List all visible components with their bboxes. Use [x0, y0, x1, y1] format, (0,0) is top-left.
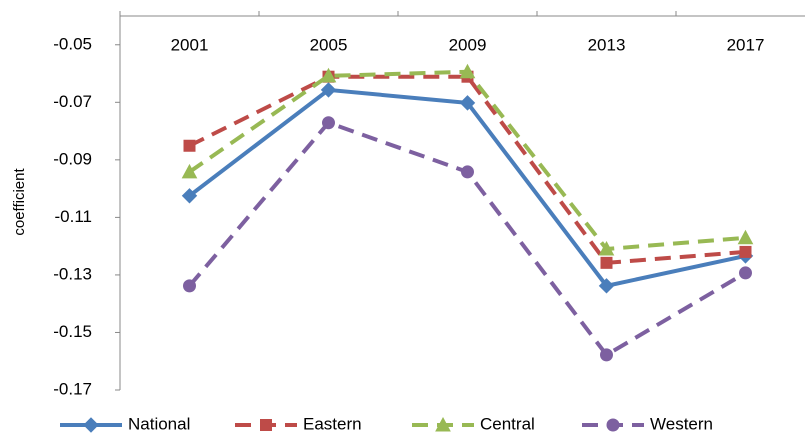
- x-tick-label: 2017: [727, 35, 765, 54]
- data-point: [737, 229, 754, 245]
- x-tick-label: 2001: [171, 35, 209, 54]
- data-point: [459, 95, 476, 111]
- legend-marker: [606, 418, 620, 432]
- series-line: [188, 74, 746, 265]
- data-point: [600, 256, 613, 269]
- data-point: [600, 348, 613, 362]
- data-point: [739, 266, 752, 280]
- data-point: [320, 67, 337, 83]
- data-point: [739, 245, 752, 258]
- data-point: [181, 163, 198, 179]
- y-tick-label: -0.17: [53, 379, 92, 398]
- data-point: [322, 116, 335, 130]
- x-tick-label: 2009: [449, 35, 487, 54]
- y-tick-label: -0.05: [53, 34, 92, 53]
- data-point: [461, 165, 474, 179]
- data-point: [459, 63, 476, 79]
- data-point: [320, 82, 337, 98]
- data-point: [183, 139, 196, 152]
- legend-label: Central: [480, 414, 535, 433]
- data-point: [183, 279, 196, 293]
- data-point: [598, 240, 615, 256]
- data-point: [181, 188, 198, 204]
- legend-label: Western: [650, 414, 713, 433]
- y-tick-label: -0.07: [53, 92, 92, 111]
- x-tick-label: 2005: [310, 35, 348, 54]
- y-axis-label: coefficient: [11, 168, 28, 236]
- series-line: [187, 120, 747, 358]
- y-tick-label: -0.13: [53, 264, 92, 283]
- legend-label: Eastern: [303, 414, 362, 433]
- legend-marker: [260, 419, 272, 431]
- legend-marker: [83, 417, 99, 433]
- legend-marker: [435, 416, 451, 432]
- legend-label: National: [128, 414, 190, 433]
- x-tick-label: 2013: [588, 35, 626, 54]
- y-tick-label: -0.09: [53, 149, 92, 168]
- y-tick-label: -0.11: [55, 207, 93, 226]
- y-tick-label: -0.15: [53, 322, 92, 341]
- data-point: [598, 278, 615, 294]
